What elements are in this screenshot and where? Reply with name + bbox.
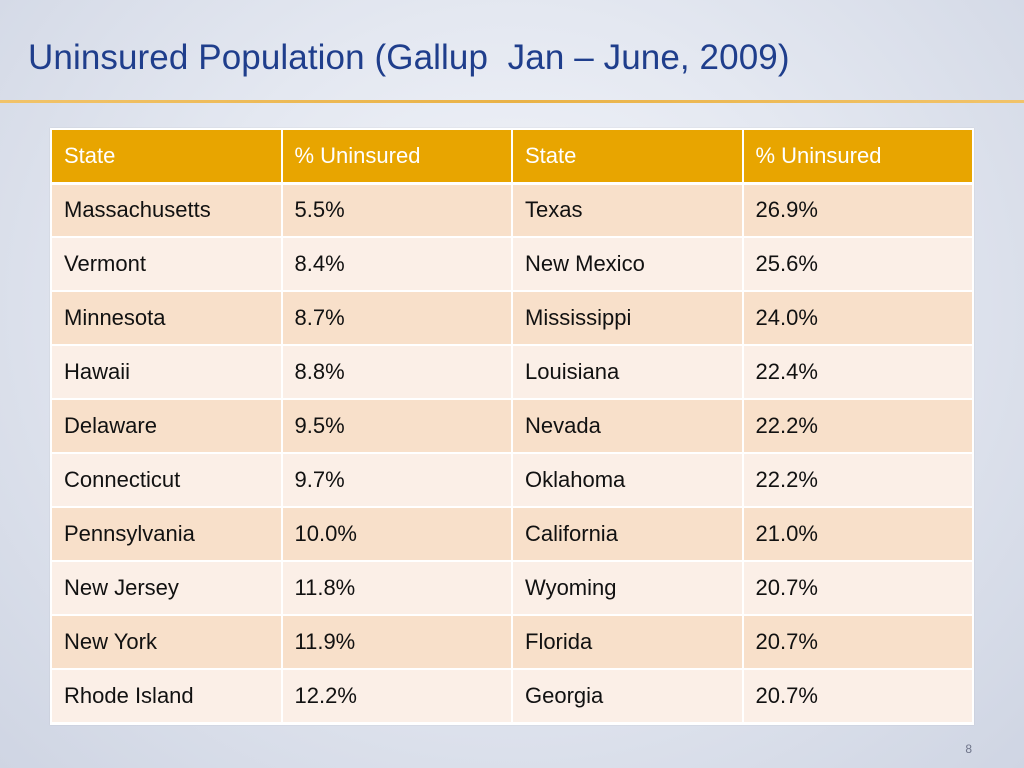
table-body: Massachusetts 5.5% Texas 26.9% Vermont 8… <box>50 182 974 724</box>
cell-low-percent: 8.7% <box>280 290 513 346</box>
cell-high-state: Florida <box>511 614 744 670</box>
table-header: State % Uninsured State % Uninsured <box>50 128 974 185</box>
cell-high-percent: 20.7% <box>741 668 974 724</box>
cell-low-percent: 8.4% <box>280 236 513 292</box>
cell-low-percent: 9.5% <box>280 398 513 454</box>
cell-high-state: Georgia <box>511 668 744 724</box>
slide-title: Uninsured Population (Gallup Jan – June,… <box>28 38 790 77</box>
table-row: Minnesota 8.7% Mississippi 24.0% <box>50 290 974 346</box>
cell-low-state: Pennsylvania <box>50 506 283 562</box>
table-row: Connecticut 9.7% Oklahoma 22.2% <box>50 452 974 508</box>
cell-low-percent: 5.5% <box>280 182 513 238</box>
uninsured-table: State % Uninsured State % Uninsured Mass… <box>50 128 974 724</box>
cell-high-percent: 20.7% <box>741 614 974 670</box>
cell-low-state: Delaware <box>50 398 283 454</box>
table-row: Delaware 9.5% Nevada 22.2% <box>50 398 974 454</box>
cell-high-state: Louisiana <box>511 344 744 400</box>
cell-high-state: Oklahoma <box>511 452 744 508</box>
header-state-left: State <box>50 128 283 185</box>
cell-high-state: New Mexico <box>511 236 744 292</box>
cell-high-percent: 25.6% <box>741 236 974 292</box>
table-row: New Jersey 11.8% Wyoming 20.7% <box>50 560 974 616</box>
cell-high-percent: 22.4% <box>741 344 974 400</box>
cell-low-percent: 10.0% <box>280 506 513 562</box>
cell-high-percent: 22.2% <box>741 398 974 454</box>
cell-low-percent: 11.9% <box>280 614 513 670</box>
cell-low-state: New York <box>50 614 283 670</box>
table-row: Pennsylvania 10.0% California 21.0% <box>50 506 974 562</box>
cell-low-state: Minnesota <box>50 290 283 346</box>
cell-low-percent: 9.7% <box>280 452 513 508</box>
cell-low-percent: 8.8% <box>280 344 513 400</box>
header-uninsured-left: % Uninsured <box>280 128 513 185</box>
table-row: New York 11.9% Florida 20.7% <box>50 614 974 670</box>
table-row: Vermont 8.4% New Mexico 25.6% <box>50 236 974 292</box>
page-number: 8 <box>965 742 972 756</box>
cell-low-state: Rhode Island <box>50 668 283 724</box>
cell-high-state: California <box>511 506 744 562</box>
table-row: Rhode Island 12.2% Georgia 20.7% <box>50 668 974 724</box>
header-state-right: State <box>511 128 744 185</box>
cell-high-percent: 26.9% <box>741 182 974 238</box>
cell-high-state: Wyoming <box>511 560 744 616</box>
cell-low-state: New Jersey <box>50 560 283 616</box>
cell-high-state: Texas <box>511 182 744 238</box>
table-row: Hawaii 8.8% Louisiana 22.4% <box>50 344 974 400</box>
cell-high-state: Mississippi <box>511 290 744 346</box>
table-header-row: State % Uninsured State % Uninsured <box>50 128 974 185</box>
cell-low-state: Hawaii <box>50 344 283 400</box>
title-underline-rule <box>0 100 1024 103</box>
table-row: Massachusetts 5.5% Texas 26.9% <box>50 182 974 238</box>
cell-low-percent: 11.8% <box>280 560 513 616</box>
cell-low-percent: 12.2% <box>280 668 513 724</box>
cell-high-state: Nevada <box>511 398 744 454</box>
cell-high-percent: 24.0% <box>741 290 974 346</box>
uninsured-table-container: State % Uninsured State % Uninsured Mass… <box>50 128 974 725</box>
cell-high-percent: 20.7% <box>741 560 974 616</box>
cell-low-state: Vermont <box>50 236 283 292</box>
cell-low-state: Connecticut <box>50 452 283 508</box>
cell-high-percent: 21.0% <box>741 506 974 562</box>
cell-low-state: Massachusetts <box>50 182 283 238</box>
cell-high-percent: 22.2% <box>741 452 974 508</box>
header-uninsured-right: % Uninsured <box>741 128 974 185</box>
